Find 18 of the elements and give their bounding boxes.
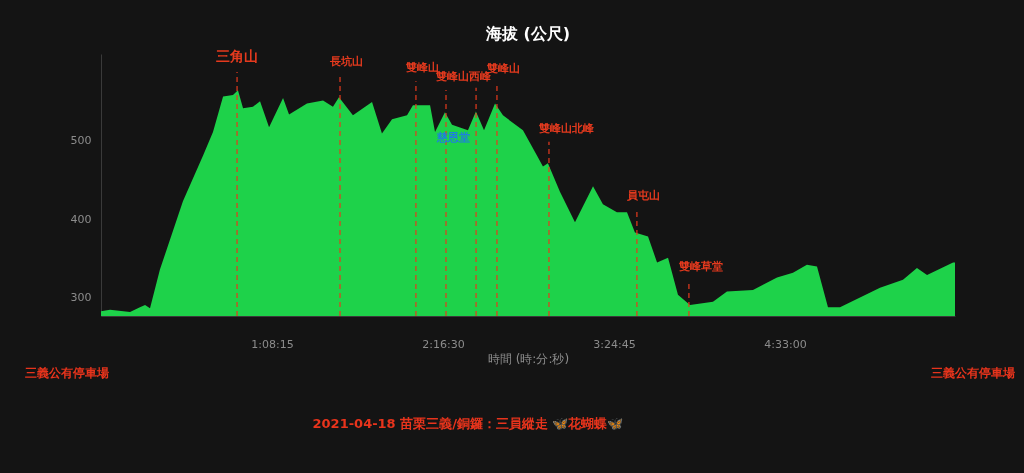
ref-line-label: 雙峰草堂 [677, 260, 723, 274]
annotation: 慈恩堂 [435, 131, 470, 144]
y-tick-label: 400 [70, 212, 92, 226]
chart-title: 海拔 (公尺) [484, 24, 571, 43]
x-tick-label: 3:24:45 [593, 337, 636, 351]
text: 三義公有停車場 [25, 366, 109, 380]
ref-line-label: 員屯山 [625, 189, 660, 203]
x-tick-label: 2:16:30 [422, 337, 465, 351]
ref-line-label: 三角山 [216, 48, 259, 64]
ref-line-label: 雙峰山北峰 [537, 121, 595, 135]
x-tick-label: 4:33:00 [764, 337, 807, 351]
text: 2021-04-18 苗栗三義/銅鑼：三員縱走 🦋花蝴蝶🦋 [312, 416, 624, 431]
x-tick-label: 1:08:15 [251, 337, 294, 351]
y-tick-label: 300 [70, 291, 92, 305]
text: 三義公有停車場 [931, 366, 1015, 380]
ref-line-label: 長坑山 [329, 54, 364, 68]
y-tick-label: 500 [70, 134, 92, 148]
x-axis-title: 時間 (時:分:秒) [487, 351, 570, 366]
